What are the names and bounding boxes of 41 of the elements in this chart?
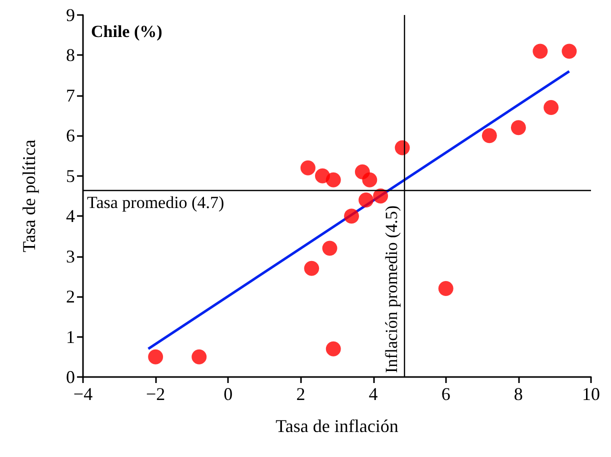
y-tick-label: 7 — [66, 85, 75, 106]
point — [544, 100, 559, 116]
x-tick-label: 8 — [514, 384, 523, 404]
y-tick-label: 2 — [66, 286, 75, 307]
point — [192, 349, 207, 364]
x-axis-title: Tasa de inflación — [276, 416, 398, 436]
x-tick-label: 10 — [582, 384, 600, 404]
point — [562, 44, 577, 59]
ref-line-label: Inflación promedio (4.5) — [382, 205, 402, 373]
y-tick-label: 9 — [66, 5, 75, 25]
point — [322, 240, 338, 256]
point — [326, 172, 341, 188]
point — [304, 260, 320, 276]
y-tick-label: 3 — [66, 246, 75, 266]
ref-line-label: Tasa promedio (4.7) — [87, 192, 224, 212]
x-tick-label: −4 — [73, 384, 93, 404]
point — [362, 172, 378, 188]
point — [438, 281, 454, 296]
point — [532, 44, 548, 59]
y-tick-label: 8 — [66, 45, 75, 66]
point — [394, 140, 410, 156]
x-tick-label: −2 — [146, 384, 166, 404]
x-tick-label: 6 — [441, 384, 450, 404]
point — [482, 128, 497, 144]
point — [373, 188, 388, 204]
point — [358, 192, 374, 208]
y-tick-label: 4 — [66, 206, 75, 226]
y-tick-label: 0 — [66, 367, 75, 387]
point — [148, 349, 164, 364]
point — [344, 208, 360, 224]
x-tick-label: 0 — [224, 384, 233, 404]
x-tick-label: 4 — [368, 384, 378, 404]
y-tick-label: 6 — [66, 126, 75, 146]
y-axis-title: Tasa de política — [19, 140, 39, 252]
chart-title: Chile (%) — [91, 22, 162, 41]
x-tick-label: 2 — [296, 384, 306, 404]
point — [326, 341, 341, 356]
y-tick-label: 1 — [66, 326, 75, 347]
y-tick-label: 5 — [66, 166, 75, 186]
point — [510, 120, 526, 136]
point — [300, 160, 316, 176]
